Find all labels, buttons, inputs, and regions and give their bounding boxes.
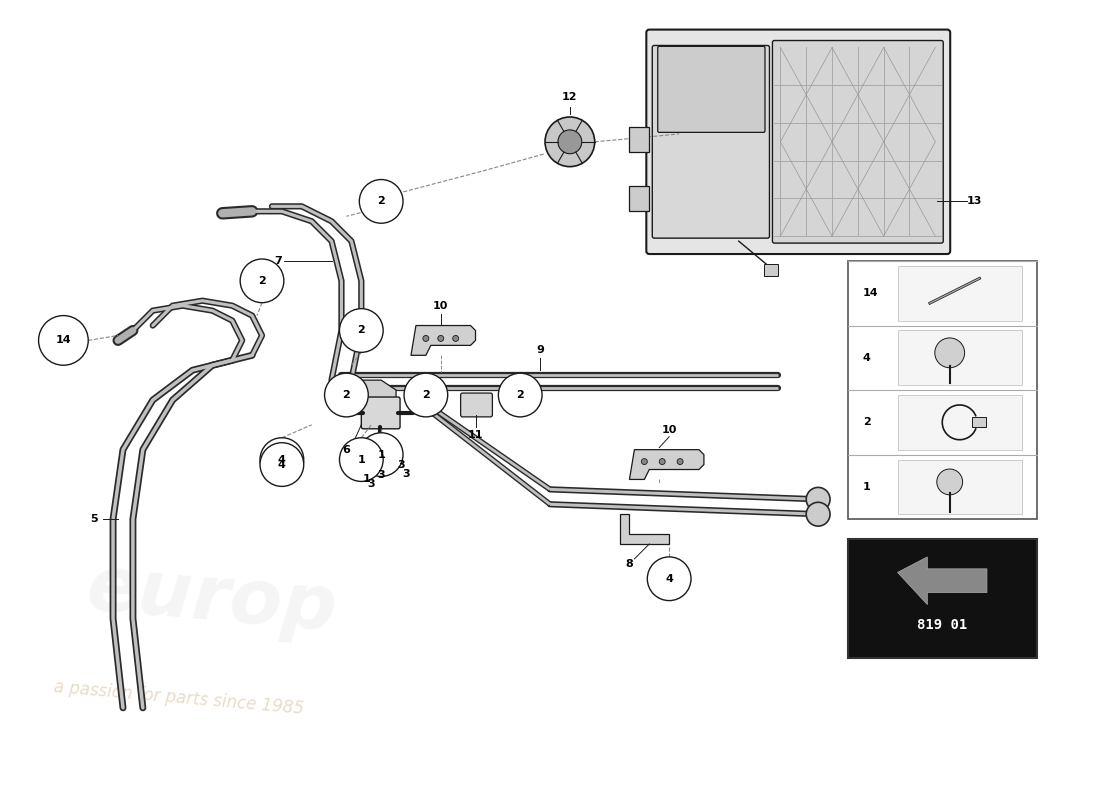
Circle shape [438,335,443,342]
Text: 2: 2 [342,390,350,400]
Circle shape [340,438,383,482]
Circle shape [39,315,88,366]
Circle shape [641,458,647,465]
Bar [848,261,1036,519]
Text: 3: 3 [397,459,405,470]
Circle shape [806,487,830,511]
Bar [898,459,1022,514]
FancyBboxPatch shape [461,393,493,417]
Text: 1: 1 [362,474,371,485]
Circle shape [404,373,448,417]
FancyBboxPatch shape [652,46,770,238]
Polygon shape [629,450,704,479]
Bar [971,418,987,427]
FancyBboxPatch shape [361,397,400,429]
Text: 2: 2 [422,390,430,400]
Text: 14: 14 [862,288,879,298]
Text: 2: 2 [377,196,385,206]
Text: 1: 1 [358,454,365,465]
Circle shape [422,335,429,342]
Bar [898,330,1022,385]
Circle shape [935,338,965,368]
Circle shape [260,438,304,482]
Text: 6: 6 [342,445,351,454]
Text: 2: 2 [258,276,266,286]
Text: 3: 3 [377,470,385,479]
Polygon shape [619,514,669,544]
Text: 7: 7 [274,256,282,266]
Text: a passion for parts since 1985: a passion for parts since 1985 [54,678,305,718]
Text: 3: 3 [403,470,410,479]
Text: 12: 12 [562,92,578,102]
Bar [898,395,1022,450]
FancyBboxPatch shape [658,46,764,132]
Bar [629,186,649,211]
FancyBboxPatch shape [772,41,943,243]
Text: 4: 4 [278,454,286,465]
Bar [629,127,649,152]
Bar [848,539,1036,658]
Text: 819 01: 819 01 [917,618,967,632]
Polygon shape [898,557,987,605]
Circle shape [544,117,595,166]
Text: 4: 4 [862,353,871,362]
Text: europ: europ [84,551,340,646]
Circle shape [360,179,403,223]
Circle shape [260,442,304,486]
Circle shape [324,373,369,417]
Circle shape [360,433,403,477]
Text: 9: 9 [536,346,544,355]
Text: 5: 5 [90,514,98,524]
Text: 1: 1 [862,482,870,492]
Bar [898,266,1022,321]
Text: 4: 4 [278,459,286,470]
Circle shape [659,458,666,465]
Text: 4: 4 [666,574,673,584]
Circle shape [806,502,830,526]
Text: 13: 13 [967,196,982,206]
Circle shape [678,458,683,465]
Text: 2: 2 [516,390,524,400]
Text: 14: 14 [56,335,72,346]
Bar [763,264,779,276]
Polygon shape [411,326,475,355]
Text: 2: 2 [862,418,870,427]
Polygon shape [356,380,396,405]
Text: 11: 11 [468,430,483,440]
Text: 3: 3 [367,479,375,490]
Circle shape [240,259,284,302]
Circle shape [453,335,459,342]
Circle shape [937,469,962,495]
Circle shape [647,557,691,601]
Circle shape [498,373,542,417]
Text: 8: 8 [626,559,634,569]
Text: 10: 10 [661,425,676,434]
Text: 10: 10 [433,301,449,310]
Text: 1: 1 [377,450,385,460]
FancyBboxPatch shape [647,30,950,254]
Circle shape [340,309,383,352]
Circle shape [558,130,582,154]
Text: 2: 2 [358,326,365,335]
